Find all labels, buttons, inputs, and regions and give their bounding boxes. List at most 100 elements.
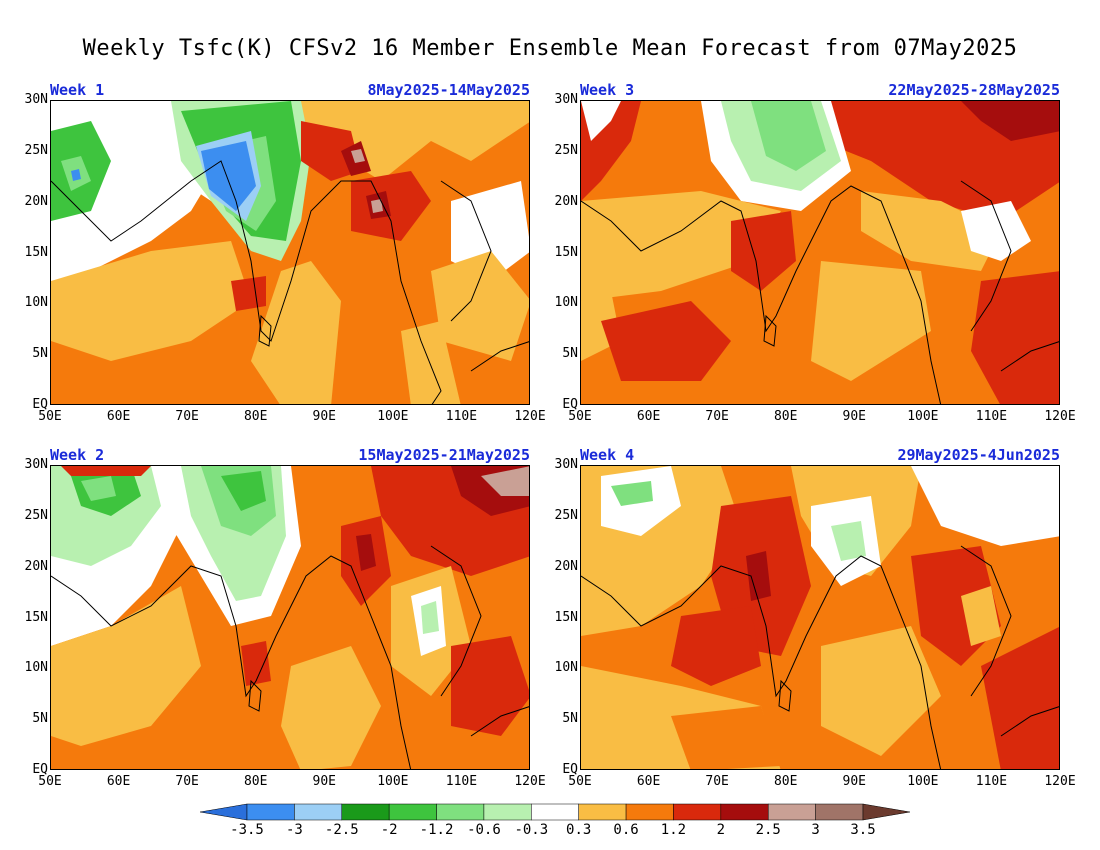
lon-tick-label: 90E xyxy=(312,409,337,424)
temperature-anomaly-map xyxy=(51,466,529,769)
lon-tick-label: 70E xyxy=(175,409,199,424)
lat-tick-label: 30N xyxy=(554,92,578,107)
lon-tick-label: 90E xyxy=(312,774,337,789)
lon-tick-label: 70E xyxy=(705,409,729,424)
lat-tick-label: 20N xyxy=(24,193,48,209)
colorbar-swatch xyxy=(767,803,816,821)
lat-tick-label: 25N xyxy=(554,142,578,158)
colorbar-tick-label: 0.3 xyxy=(566,822,592,838)
chart-title: Weekly Tsfc(K) CFSv2 16 Member Ensemble … xyxy=(82,36,1018,61)
colorbar-tick-label: -0.3 xyxy=(514,822,549,838)
lat-tick-label: 15N xyxy=(554,609,578,625)
lat-tick-label: 15N xyxy=(554,244,578,260)
colorbar-tick-label: 2 xyxy=(716,822,726,838)
lat-tick-label: 5N xyxy=(32,346,48,362)
colorbar-swatch xyxy=(341,803,390,821)
lon-tick-label: 70E xyxy=(705,774,729,789)
lon-tick-label: 60E xyxy=(106,774,131,789)
map-area xyxy=(50,100,530,405)
lon-tick-label: 120E xyxy=(514,409,546,424)
lon-tick-label: 100E xyxy=(907,774,939,789)
lon-tick-label: 100E xyxy=(377,774,409,789)
colorbar-tick-label: -1.2 xyxy=(419,822,454,838)
lat-tick-label: 20N xyxy=(554,558,578,574)
lat-tick-label: EQ xyxy=(32,762,48,777)
colorbar-tick-label: -2.5 xyxy=(324,822,359,838)
lat-tick-label: EQ xyxy=(562,397,578,412)
panel-week-label: Week 4 xyxy=(580,446,635,464)
lon-tick-label: 60E xyxy=(636,409,661,424)
lat-tick-label: 15N xyxy=(24,609,48,625)
lon-tick-label: 120E xyxy=(1044,774,1076,789)
lat-tick-label: 5N xyxy=(562,711,578,727)
colorbar-tick-label: 1.2 xyxy=(660,822,687,838)
colorbar xyxy=(200,803,910,821)
lat-tick-label: 30N xyxy=(24,92,48,107)
lon-tick-label: 120E xyxy=(514,774,546,789)
lon-tick-label: 60E xyxy=(636,774,661,789)
panel-date-range: 29May2025-4Jun2025 xyxy=(897,446,1060,464)
temperature-anomaly-map xyxy=(581,101,1059,404)
lon-tick-label: 100E xyxy=(377,409,409,424)
colorbar-swatch xyxy=(862,803,910,821)
lon-tick-label: 50E xyxy=(38,774,62,789)
lat-tick-label: 25N xyxy=(554,507,578,523)
colorbar-swatch xyxy=(483,803,532,821)
lon-tick-label: 50E xyxy=(568,409,592,424)
lat-tick-label: EQ xyxy=(562,762,578,777)
colorbar-tick-label: -2 xyxy=(380,822,398,838)
panel-date-range: 22May2025-28May2025 xyxy=(888,81,1060,99)
lon-tick-label: 70E xyxy=(175,774,199,789)
lon-tick-label: 110E xyxy=(445,409,478,424)
lat-tick-label: EQ xyxy=(32,397,48,412)
lat-tick-label: 10N xyxy=(554,660,578,676)
lon-tick-label: 80E xyxy=(243,409,268,424)
lon-tick-label: 50E xyxy=(38,409,62,424)
lat-tick-label: 10N xyxy=(554,295,578,311)
lat-tick-label: 15N xyxy=(24,244,48,260)
panel-week-4: Week 4 29May2025-4Jun2025 xyxy=(580,446,1060,770)
map-area xyxy=(580,465,1060,770)
lat-tick-label: 10N xyxy=(24,660,48,676)
colorbar-swatch xyxy=(673,803,722,821)
colorbar-swatch xyxy=(531,803,579,821)
colorbar-swatch xyxy=(815,803,864,821)
colorbar-swatch xyxy=(720,803,769,821)
map-area xyxy=(50,465,530,770)
lon-tick-label: 120E xyxy=(1044,409,1076,424)
lon-tick-label: 90E xyxy=(842,409,867,424)
lon-tick-label: 80E xyxy=(773,409,798,424)
panel-week-label: Week 1 xyxy=(50,81,105,99)
colorbar-swatch xyxy=(246,803,295,821)
lon-tick-label: 110E xyxy=(975,774,1008,789)
colorbar-swatch xyxy=(578,803,627,821)
lon-tick-label: 50E xyxy=(568,774,592,789)
colorbar-swatch xyxy=(436,803,485,821)
colorbar-tick-label: 2.5 xyxy=(755,822,781,838)
lat-tick-label: 5N xyxy=(562,346,578,362)
lon-tick-label: 80E xyxy=(243,774,268,789)
lat-tick-label: 20N xyxy=(24,558,48,574)
colorbar-tick-label: -3.5 xyxy=(230,822,264,838)
lat-tick-label: 20N xyxy=(554,193,578,209)
panel-week-3: Week 3 22May2025-28May2025 xyxy=(580,81,1060,405)
temperature-anomaly-map xyxy=(581,466,1059,769)
lat-tick-label: 25N xyxy=(24,142,48,158)
panel-week-label: Week 2 xyxy=(50,446,105,464)
panel-week-1: Week 1 8May2025-14May2025 xyxy=(50,81,530,405)
lat-tick-label: 10N xyxy=(24,295,48,311)
lon-tick-label: 90E xyxy=(842,774,867,789)
panel-date-range: 8May2025-14May2025 xyxy=(367,81,530,99)
panel-week-2: Week 2 15May2025-21May2025 xyxy=(50,446,530,770)
colorbar-swatch xyxy=(388,803,437,821)
lon-tick-label: 110E xyxy=(975,409,1008,424)
panel-date-range: 15May2025-21May2025 xyxy=(358,446,530,464)
colorbar-swatch xyxy=(625,803,674,821)
lat-tick-label: 30N xyxy=(24,457,48,472)
panel-week-label: Week 3 xyxy=(580,81,635,99)
colorbar-swatch xyxy=(294,803,343,821)
lon-tick-label: 80E xyxy=(773,774,798,789)
colorbar-swatch xyxy=(200,803,248,821)
colorbar-tick-label: -0.6 xyxy=(467,822,501,838)
colorbar-tick-label: -3 xyxy=(285,822,303,838)
